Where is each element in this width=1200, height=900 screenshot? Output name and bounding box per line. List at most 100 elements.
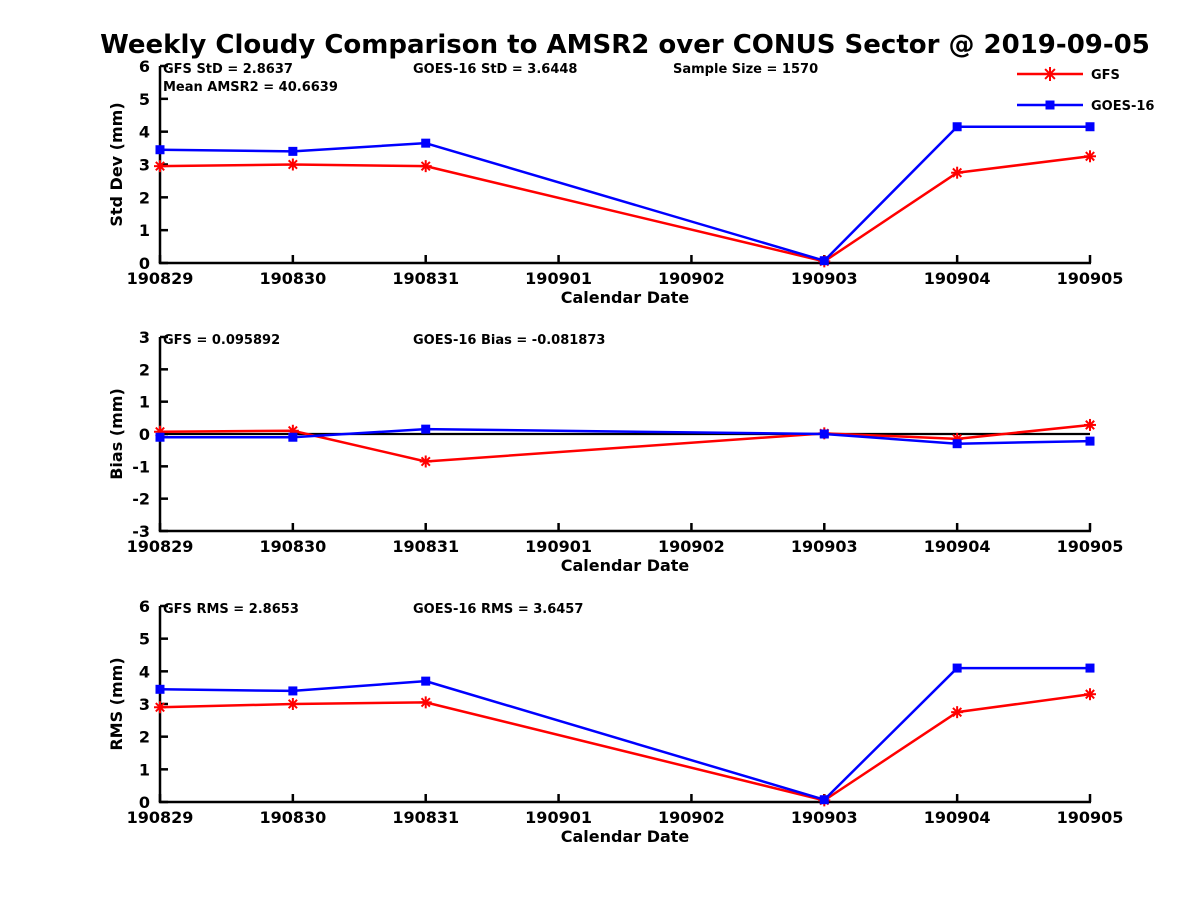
y-tick-label: 5 xyxy=(139,630,150,649)
square-marker xyxy=(421,424,431,434)
y-tick-label: 1 xyxy=(139,760,150,779)
y-tick-label: -2 xyxy=(132,490,150,509)
y-tick-label: 1 xyxy=(139,221,150,240)
square-marker xyxy=(1045,100,1055,110)
y-tick-label: 2 xyxy=(139,188,150,207)
asterisk-marker xyxy=(1085,420,1095,430)
square-marker xyxy=(288,432,298,442)
x-tick-label: 190831 xyxy=(392,537,459,556)
asterisk-marker xyxy=(155,161,165,172)
x-tick-label: 190829 xyxy=(127,537,194,556)
stat-annotation: GOES-16 RMS = 3.6457 xyxy=(413,602,583,617)
stat-annotation: GOES-16 StD = 3.6448 xyxy=(413,62,577,77)
series-line-goes-16 xyxy=(159,125,1090,262)
y-tick-label: 3 xyxy=(139,328,150,347)
y-tick-label: 3 xyxy=(139,695,150,714)
x-tick-label: 190903 xyxy=(791,808,858,827)
y-tick-label: 1 xyxy=(139,393,150,412)
x-tick-label: 190903 xyxy=(791,537,858,556)
y-tick-label: 4 xyxy=(139,662,150,681)
y-axis-label: RMS (mm) xyxy=(107,657,126,750)
square-marker xyxy=(819,795,829,805)
square-marker xyxy=(288,146,298,156)
series-line-gfs xyxy=(159,692,1091,802)
square-marker xyxy=(819,429,829,439)
y-tick-label: 6 xyxy=(139,57,150,76)
asterisk-marker xyxy=(952,707,963,718)
stat-annotation: Sample Size = 1570 xyxy=(673,62,818,77)
y-tick-label: 2 xyxy=(139,360,150,379)
y-axis-label: Bias (mm) xyxy=(107,388,126,480)
x-tick-label: 190902 xyxy=(658,808,725,827)
square-marker xyxy=(421,676,431,686)
x-axis-label: Calendar Date xyxy=(561,288,690,307)
legend-label: GOES-16 xyxy=(1091,99,1154,114)
square-marker xyxy=(155,432,165,442)
x-axis-label: Calendar Date xyxy=(561,827,690,846)
x-axis-label: Calendar Date xyxy=(561,556,690,575)
x-tick-label: 190902 xyxy=(658,269,725,288)
series-line-gfs xyxy=(159,423,1091,463)
y-tick-label: 5 xyxy=(139,90,150,109)
square-marker xyxy=(288,686,298,696)
y-tick-label: 0 xyxy=(139,425,150,444)
x-tick-label: 190831 xyxy=(392,808,459,827)
x-tick-label: 190902 xyxy=(658,537,725,556)
x-tick-label: 190905 xyxy=(1057,269,1124,288)
x-tick-label: 190903 xyxy=(791,269,858,288)
series-line-goes-16 xyxy=(159,666,1090,801)
x-tick-label: 190901 xyxy=(525,269,592,288)
y-tick-label: 0 xyxy=(139,254,150,273)
x-tick-label: 190904 xyxy=(924,537,991,556)
y-tick-label: 4 xyxy=(139,123,150,142)
y-tick-label: 0 xyxy=(139,793,150,812)
asterisk-marker xyxy=(1085,689,1095,700)
x-tick-label: 190830 xyxy=(259,537,326,556)
asterisk-marker xyxy=(420,161,431,172)
stat-annotation: GFS = 0.095892 xyxy=(163,333,280,348)
square-marker xyxy=(819,256,829,266)
x-tick-label: 190831 xyxy=(392,269,459,288)
square-marker xyxy=(952,122,962,132)
square-marker xyxy=(952,663,962,673)
series-line-goes-16 xyxy=(160,427,1091,445)
asterisk-marker xyxy=(420,456,431,467)
asterisk-marker xyxy=(952,167,963,178)
x-tick-label: 190830 xyxy=(259,808,326,827)
square-marker xyxy=(1085,663,1095,673)
x-tick-label: 190830 xyxy=(259,269,326,288)
y-tick-label: -1 xyxy=(132,457,150,476)
square-marker xyxy=(952,439,962,449)
x-tick-label: 190905 xyxy=(1057,808,1124,827)
x-tick-label: 190901 xyxy=(525,537,592,556)
x-tick-label: 190904 xyxy=(924,808,991,827)
x-tick-label: 190829 xyxy=(127,269,194,288)
stat-annotation: GFS RMS = 2.8653 xyxy=(163,602,299,617)
stat-annotation: Mean AMSR2 = 40.6639 xyxy=(163,80,338,95)
y-tick-label: -3 xyxy=(132,522,150,541)
x-tick-label: 190901 xyxy=(525,808,592,827)
asterisk-marker xyxy=(1044,68,1056,80)
y-tick-label: 2 xyxy=(139,728,150,747)
asterisk-marker xyxy=(287,699,298,709)
x-tick-label: 190829 xyxy=(127,808,194,827)
square-marker xyxy=(1085,122,1095,132)
asterisk-marker xyxy=(1085,151,1095,162)
square-marker xyxy=(155,684,165,694)
series-line-gfs xyxy=(159,155,1091,263)
x-tick-label: 190905 xyxy=(1057,537,1124,556)
x-tick-label: 190904 xyxy=(924,269,991,288)
y-tick-label: 6 xyxy=(139,597,150,616)
stat-annotation: GOES-16 Bias = -0.081873 xyxy=(413,333,605,348)
y-tick-label: 3 xyxy=(139,156,150,175)
asterisk-marker xyxy=(155,702,165,713)
square-marker xyxy=(155,145,165,155)
square-marker xyxy=(1085,436,1095,446)
square-marker xyxy=(421,138,431,148)
asterisk-marker xyxy=(287,159,298,170)
chart-title: Weekly Cloudy Comparison to AMSR2 over C… xyxy=(100,30,1150,60)
asterisk-marker xyxy=(420,697,431,708)
y-axis-label: Std Dev (mm) xyxy=(107,102,126,226)
